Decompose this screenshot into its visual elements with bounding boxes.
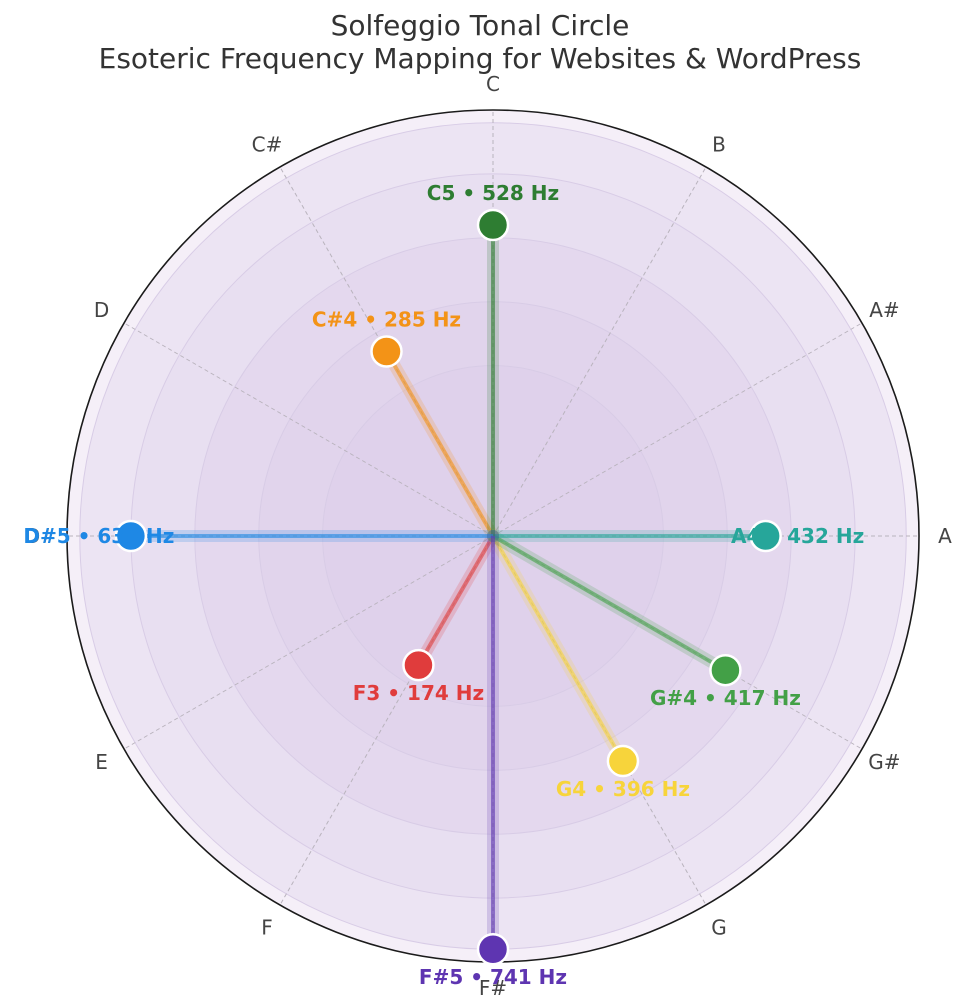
freq-label-f3: F3 • 174 Hz: [353, 681, 484, 705]
spoke-gsharp4: [491, 534, 727, 672]
gridline-b: [492, 166, 707, 537]
spoke-f3: [416, 535, 495, 667]
tick-label-asharp: A#: [869, 298, 899, 322]
tick-label-dsharp: D#: [25, 524, 57, 548]
point-dsharp5: [114, 519, 148, 553]
point-g4: [606, 744, 640, 778]
tick-label-d: D: [94, 298, 109, 322]
tick-label-gsharp: G#: [868, 750, 900, 774]
freq-label-csharp4: C#4 • 285 Hz: [312, 308, 461, 332]
tick-label-fsharp: F#: [479, 976, 507, 1000]
tick-label-a: A: [938, 524, 952, 548]
tick-label-c: C: [486, 72, 500, 96]
freq-label-fsharp5: F#5 • 741 Hz: [419, 965, 567, 989]
frequency-points: [114, 208, 782, 966]
gridline-d: [123, 322, 494, 537]
gridline-e: [123, 535, 494, 750]
freq-label-a4: A4 • 432 Hz: [731, 524, 864, 548]
angular-tick-labels: C C# D D# E F F# G G# A A# B: [25, 72, 952, 1000]
frequency-spokes: [124, 219, 772, 956]
point-c5: [476, 208, 510, 242]
tick-label-f: F: [261, 915, 273, 939]
freq-label-c5: C5 • 528 Hz: [427, 181, 559, 205]
chart-title: Solfeggio Tonal Circle: [330, 9, 630, 42]
chart-subtitle: Esoteric Frequency Mapping for Websites …: [98, 42, 862, 75]
freq-label-gsharp4: G#4 • 417 Hz: [650, 686, 801, 710]
frequency-labels: F3 • 174 Hz C#4 • 285 Hz G4 • 396 Hz G#4 • …: [23, 181, 864, 989]
point-gsharp4: [709, 653, 742, 687]
tick-label-g: G: [711, 915, 727, 939]
point-f3: [402, 648, 435, 682]
spoke-csharp4: [384, 350, 495, 538]
point-csharp4: [370, 335, 403, 368]
freq-label-dsharp5: D#5 • 639 Hz: [23, 524, 174, 548]
spoke-g4: [491, 535, 625, 763]
tick-label-csharp: C#: [252, 133, 283, 157]
point-a4: [749, 519, 782, 553]
freq-label-g4: G4 • 396 Hz: [556, 777, 690, 801]
tick-label-e: E: [95, 750, 108, 774]
tick-label-b: B: [712, 133, 726, 157]
gridline-asharp: [492, 322, 863, 537]
point-fsharp5: [476, 932, 510, 966]
